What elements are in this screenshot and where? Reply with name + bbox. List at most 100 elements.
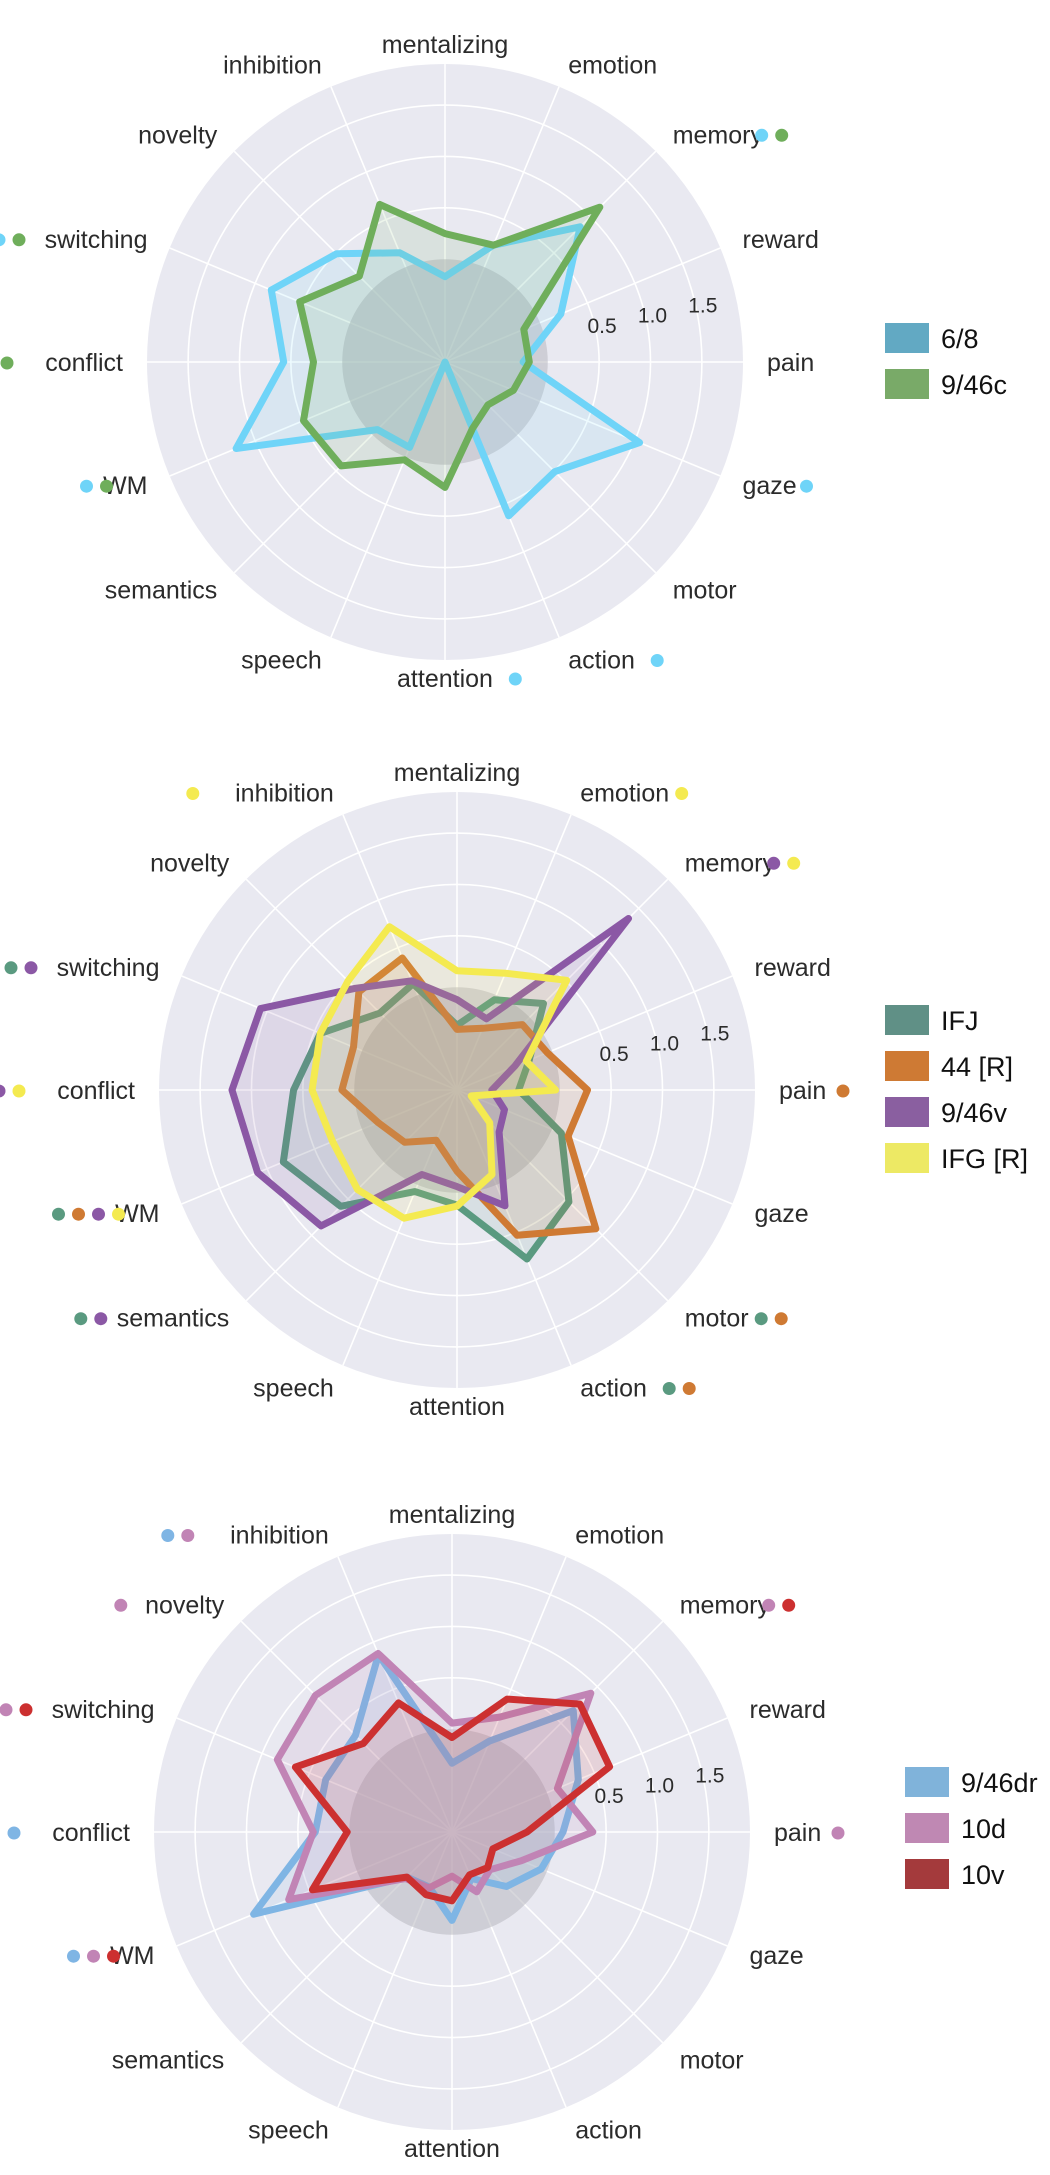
legend-swatch-6-8 <box>885 323 929 353</box>
marker-wm-6-8 <box>80 479 93 493</box>
series-9-46v-polygon <box>228 915 632 1230</box>
category-label-gaze: gaze <box>755 1200 809 1228</box>
category-label-attention: attention <box>397 665 493 693</box>
tick-label: 1.0 <box>638 305 667 328</box>
marker-wm-ifg-r <box>112 1207 125 1221</box>
marker-conflict-9-46c <box>0 356 14 370</box>
marker-wm-ifj <box>52 1207 65 1221</box>
legend-label-ifj: IFJ <box>941 1006 979 1036</box>
marker-action-ifj <box>662 1382 676 1395</box>
category-label-switching: switching <box>45 226 148 254</box>
legend-swatch-10v <box>905 1859 949 1889</box>
category-label-action: action <box>568 647 635 675</box>
marker-switching-9-46v <box>24 961 38 975</box>
marker-switching-10d <box>0 1703 13 1717</box>
category-label-speech: speech <box>241 647 322 675</box>
category-label-emotion: emotion <box>580 780 669 808</box>
marker-conflict-ifg-r <box>12 1084 26 1098</box>
legend-swatch-9-46c <box>885 369 929 399</box>
marker-gaze-6-8 <box>800 479 813 493</box>
category-label-mentalizing: mentalizing <box>389 1501 515 1529</box>
marker-memory-9-46v <box>767 856 781 870</box>
legend-label-9-46c: 9/46c <box>941 370 1007 400</box>
category-label-semantics: semantics <box>112 2047 225 2075</box>
category-label-conflict: conflict <box>52 1819 130 1847</box>
category-label-action: action <box>575 2117 642 2145</box>
marker-memory-6-8 <box>755 128 769 142</box>
tick-label: 1.5 <box>688 295 717 318</box>
category-label-motor: motor <box>680 2047 744 2075</box>
series-9-46c-polygon <box>296 200 604 491</box>
category-label-pain: pain <box>774 1819 821 1847</box>
legend-label-9-46v: 9/46v <box>941 1098 1008 1128</box>
category-label-inhibition: inhibition <box>230 1522 329 1550</box>
tick-label: 0.5 <box>594 1785 623 1808</box>
series-10v-polygon <box>291 1695 614 1905</box>
marker-switching-ifj <box>4 961 18 975</box>
legend-swatch-ifg-r <box>885 1143 929 1173</box>
category-label-mentalizing: mentalizing <box>394 759 520 787</box>
legend-swatch-10d <box>905 1813 949 1843</box>
marker-wm-10v <box>107 1949 120 1963</box>
marker-memory-10d <box>762 1598 776 1612</box>
legend: IFJ 44 [R] 9/46v IFG [R] <box>885 1005 1028 1174</box>
category-label-memory: memory <box>685 849 776 877</box>
category-label-attention: attention <box>404 2135 500 2163</box>
category-label-inhibition: inhibition <box>235 780 334 808</box>
category-label-semantics: semantics <box>117 1305 230 1333</box>
series-ifg-r-polygon <box>308 923 571 1222</box>
legend: 6/8 9/46c <box>885 323 1007 400</box>
radar-chart-1: 0.5 1.0 1.5 mentalizing emotion memory reward p… <box>0 31 1007 693</box>
legend: 9/46dr 10d 10v <box>905 1767 1038 1890</box>
marker-novelty-10d <box>114 1598 128 1612</box>
legend-label-44-r: 44 [R] <box>941 1052 1013 1082</box>
marker-action-44-r <box>682 1382 696 1395</box>
marker-wm-9-46c <box>100 479 113 493</box>
legend-label-6-8: 6/8 <box>941 324 979 354</box>
category-label-semantics: semantics <box>105 577 218 605</box>
category-label-conflict: conflict <box>45 349 123 377</box>
marker-switching-9-46c <box>12 233 26 247</box>
category-label-pain: pain <box>767 349 814 377</box>
tick-label: 1.0 <box>645 1775 674 1798</box>
radar-chart-2: 0.5 1.0 1.5 mentalizing emotion memory reward p… <box>0 759 1028 1421</box>
marker-pain-10d <box>831 1826 845 1840</box>
legend-swatch-ifj <box>885 1005 929 1035</box>
marker-wm-10d <box>87 1949 100 1963</box>
marker-conflict-9-46v <box>0 1084 6 1098</box>
marker-conflict-9-46dr <box>7 1826 21 1840</box>
category-label-inhibition: inhibition <box>223 52 322 80</box>
tick-label: 0.5 <box>587 315 616 338</box>
tick-label: 1.5 <box>700 1023 729 1046</box>
marker-inhibition-ifg-r <box>186 787 200 800</box>
category-label-switching: switching <box>52 1696 155 1724</box>
legend-swatch-44-r <box>885 1051 929 1081</box>
category-label-attention: attention <box>409 1393 505 1421</box>
category-label-mentalizing: mentalizing <box>382 31 508 59</box>
marker-motor-ifj <box>754 1312 768 1326</box>
marker-switching-10v <box>19 1703 33 1717</box>
category-label-gaze: gaze <box>743 472 797 500</box>
marker-attention-6-8 <box>508 672 522 686</box>
legend-label-9-46dr: 9/46dr <box>961 1768 1038 1798</box>
marker-action-6-8 <box>650 654 664 667</box>
marker-pain-44-r <box>836 1084 850 1098</box>
marker-switching-6-8 <box>0 233 6 247</box>
category-label-emotion: emotion <box>568 52 657 80</box>
marker-emotion-ifg-r <box>675 787 689 800</box>
category-label-novelty: novelty <box>138 121 218 149</box>
legend-label-10d: 10d <box>961 1814 1006 1844</box>
marker-memory-ifg-r <box>787 856 801 870</box>
marker-wm-9-46v <box>92 1207 105 1221</box>
marker-semantics-9-46v <box>94 1312 108 1326</box>
category-label-switching: switching <box>57 954 160 982</box>
legend-swatch-9-46v <box>885 1097 929 1127</box>
category-label-memory: memory <box>673 121 764 149</box>
marker-inhibition-10d <box>181 1529 195 1542</box>
marker-memory-9-46c <box>775 128 789 142</box>
category-label-novelty: novelty <box>150 849 230 877</box>
category-label-speech: speech <box>248 2117 329 2145</box>
category-label-reward: reward <box>750 1696 826 1724</box>
category-label-novelty: novelty <box>145 1591 225 1619</box>
